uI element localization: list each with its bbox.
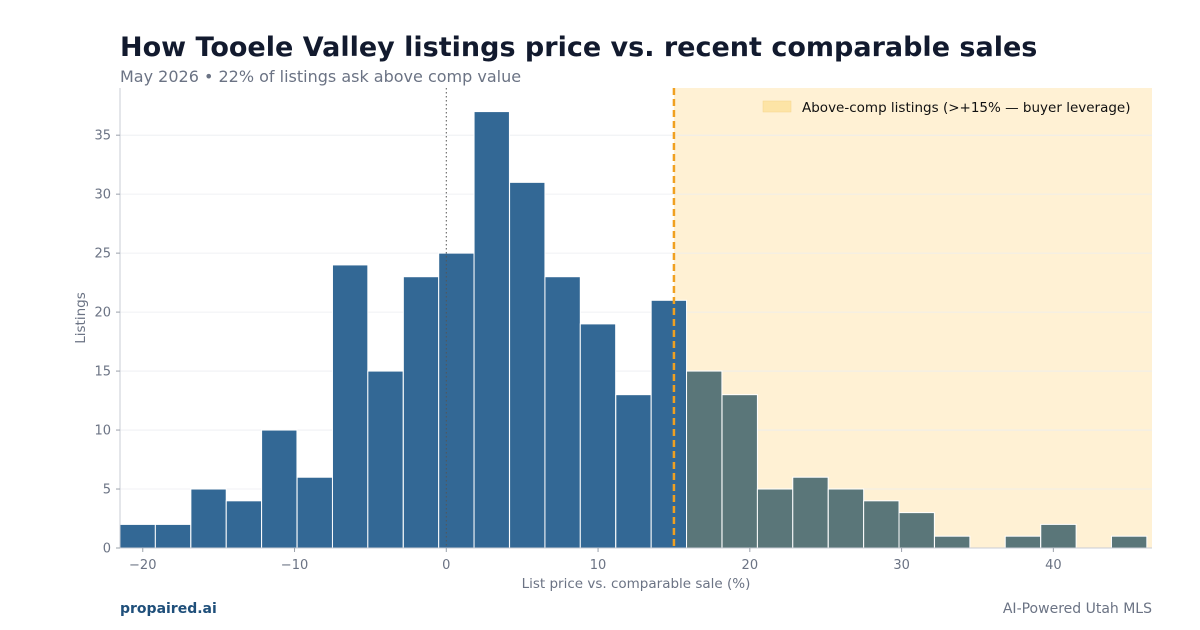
histogram-bar	[756, 488, 794, 549]
histogram-bar	[863, 500, 900, 549]
histogram-bar	[190, 488, 227, 549]
brand-logo-text: propaired.ai	[120, 601, 217, 617]
footer-tagline: AI-Powered Utah MLS	[1002, 601, 1152, 617]
chart-title: How Tooele Valley listings price vs. rec…	[120, 32, 1038, 63]
histogram-bar	[402, 276, 440, 549]
chart-subtitle: May 2026 • 22% of listings ask above com…	[120, 67, 522, 86]
x-tick-label: −20	[129, 558, 156, 573]
y-tick-label: 10	[94, 424, 111, 439]
histogram-bar	[686, 370, 723, 549]
histogram-bar	[934, 535, 971, 549]
x-tick-label: 40	[1045, 558, 1062, 573]
histogram-bar	[1110, 535, 1148, 549]
histogram-bar	[261, 429, 298, 549]
histogram-bar	[367, 370, 404, 549]
y-tick-label: 25	[94, 247, 111, 262]
histogram-bar	[721, 394, 758, 549]
y-tick-label: 15	[94, 365, 111, 380]
x-axis-label: List price vs. comparable sale (%)	[522, 576, 751, 592]
histogram-bar	[154, 523, 192, 549]
histogram-bar	[827, 488, 865, 549]
histogram-bar	[898, 512, 935, 549]
x-tick-label: 30	[893, 558, 910, 573]
histogram-bar	[438, 252, 475, 549]
x-tick-label: 0	[442, 558, 450, 573]
histogram-bar	[296, 476, 333, 549]
histogram-bar	[615, 394, 652, 549]
histogram-bar	[225, 500, 263, 549]
histogram-bar	[119, 523, 156, 549]
histogram-bar	[792, 476, 829, 549]
y-tick-label: 0	[103, 542, 111, 557]
x-tick-label: 10	[590, 558, 607, 573]
y-tick-label: 5	[103, 483, 111, 498]
histogram-bar	[509, 181, 546, 549]
y-axis-label: Listings	[73, 292, 89, 344]
x-tick-label: 20	[742, 558, 759, 573]
histogram-bar	[1040, 523, 1077, 549]
legend-swatch	[762, 100, 792, 113]
x-tick-label: −10	[281, 558, 308, 573]
histogram-bar	[650, 299, 688, 549]
histogram-bar	[331, 264, 369, 549]
y-tick-label: 20	[94, 306, 111, 321]
legend-label: Above-comp listings (>+15% — buyer lever…	[802, 100, 1131, 116]
histogram-bar	[473, 111, 510, 549]
histogram-bar	[579, 323, 617, 549]
y-tick-label: 30	[94, 188, 111, 203]
histogram-bar	[1004, 535, 1042, 549]
histogram-bar	[544, 276, 581, 549]
y-tick-label: 35	[94, 129, 111, 144]
